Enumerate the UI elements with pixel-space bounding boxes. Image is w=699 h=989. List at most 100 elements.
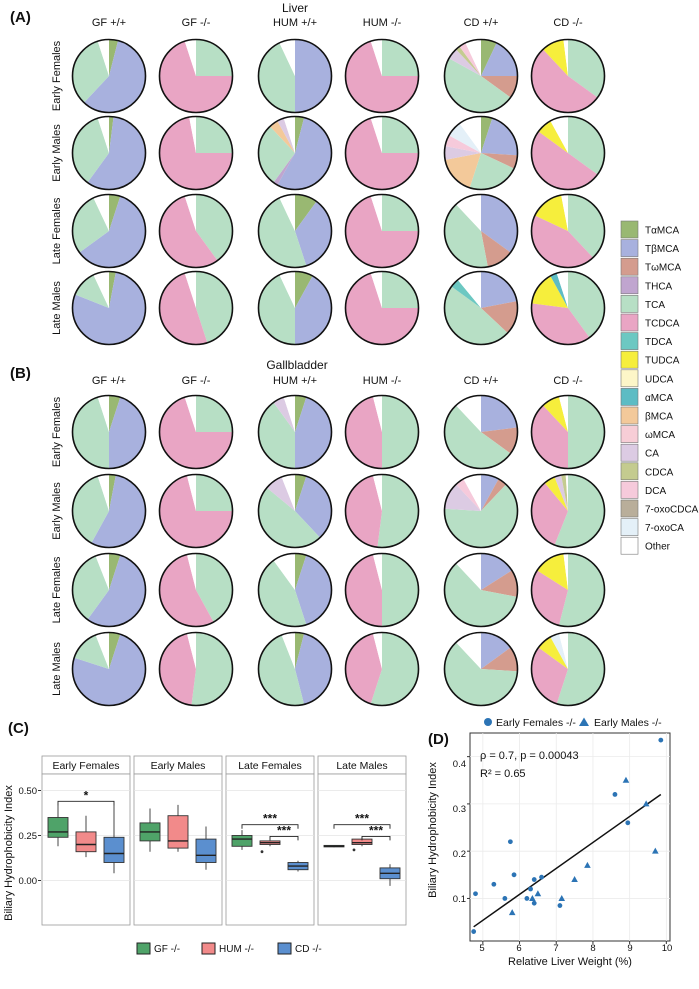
pie-slice <box>345 633 382 704</box>
pie-slice <box>93 194 109 231</box>
pie-outline <box>344 193 420 269</box>
pie-slice <box>556 271 568 308</box>
pie-slice <box>531 131 598 190</box>
scatter-point-triangle <box>529 894 536 901</box>
pie-slice <box>97 474 109 511</box>
row-label: Late Males <box>51 281 63 335</box>
legend-label: DCA <box>645 486 666 497</box>
pie-slice <box>568 271 605 338</box>
scatter-point-circle <box>531 877 537 882</box>
pie-slice <box>270 121 295 153</box>
pie-slice <box>184 271 196 308</box>
panel-a-tag: (A) <box>10 9 31 26</box>
pie-slice <box>93 271 109 308</box>
liver-pie-grid <box>71 38 606 346</box>
pie-slice <box>196 553 233 622</box>
pie-slice <box>481 118 518 156</box>
pie-outline <box>71 394 147 470</box>
panel-a-title: Liver <box>282 1 308 15</box>
pie-slice <box>159 196 218 268</box>
pie-slice <box>563 39 568 76</box>
pie-slice <box>481 395 518 432</box>
pie-slice <box>481 42 518 76</box>
pie-slice <box>196 116 233 153</box>
pie-outline <box>443 394 519 470</box>
row-label: Late Males <box>51 642 63 696</box>
pie-outline <box>443 193 519 269</box>
pie-slice <box>481 632 511 669</box>
pie-slice <box>481 479 506 511</box>
pie-slice <box>465 39 481 76</box>
legend-swatch <box>620 406 639 425</box>
pie-slice <box>159 273 208 345</box>
y-tick-label: 0.3 <box>453 804 466 815</box>
pie-slice <box>481 271 517 308</box>
pie-slice <box>189 116 196 153</box>
pie-slice <box>444 484 518 548</box>
facet-panel <box>225 773 315 926</box>
group-label: HUM +/+ <box>273 375 317 387</box>
pie-outline <box>158 394 234 470</box>
x-tick-label: 9 <box>627 943 632 954</box>
pie-slice <box>481 116 493 153</box>
group-label: CD +/+ <box>464 375 499 387</box>
pie-outline <box>344 115 420 191</box>
pie-slice <box>266 477 295 511</box>
legend-label: TUDCA <box>645 356 680 367</box>
pie-slice <box>196 39 233 76</box>
pie-outline <box>344 552 420 628</box>
panel-c-legend: GF -/- HUM -/- CD -/- <box>136 942 322 955</box>
box <box>47 817 69 838</box>
panel-b-group-labels: GF +/+ GF -/- HUM +/+ HUM -/- CD +/+ CD … <box>92 375 583 387</box>
legend-swatch <box>620 425 639 443</box>
legend-label: TCA <box>645 300 665 311</box>
legend-swatch <box>620 350 639 369</box>
pie-outline <box>443 115 519 191</box>
legend-swatch <box>620 295 639 313</box>
pie-outline <box>158 270 234 346</box>
pie-slice <box>481 427 518 454</box>
pie-outline <box>257 270 333 346</box>
panel-d-tag: (D) <box>428 731 449 748</box>
pie-outline <box>257 115 333 191</box>
pie-slice <box>159 475 233 548</box>
group-label: CD -/- <box>553 375 583 387</box>
pie-slice <box>481 301 518 333</box>
pie-slice <box>295 474 307 511</box>
pie-slice <box>72 41 109 103</box>
pie-slice <box>277 117 332 190</box>
legend-swatch-cd <box>277 942 292 955</box>
scatter-point-triangle <box>584 861 591 868</box>
pie-slice <box>72 118 109 183</box>
legend-swatch <box>620 257 639 276</box>
y-tick-label: 0.2 <box>453 849 466 860</box>
pie-outline <box>71 473 147 549</box>
legend-swatch <box>620 443 639 462</box>
pie-outline <box>530 38 606 114</box>
pie-slice <box>295 553 307 590</box>
pie-slice <box>84 40 146 113</box>
pie-slice <box>568 116 605 175</box>
panel-c-y-ticks: 0.50 0.25 0.00 <box>19 786 41 887</box>
pie-slice <box>79 196 146 268</box>
pie-slice <box>295 395 307 432</box>
pie-outline <box>443 473 519 549</box>
pie-slice <box>295 632 305 669</box>
significance-bracket <box>57 800 115 806</box>
pie-slice <box>72 272 146 345</box>
significance-label: *** <box>277 823 291 837</box>
legend-swatch-hum <box>201 942 216 955</box>
pie-outline <box>530 270 606 346</box>
pie-slice <box>184 194 196 231</box>
pie-slice <box>558 553 605 627</box>
row-label: Early Females <box>51 396 63 467</box>
pie-slice <box>543 39 568 76</box>
pie-slice <box>279 194 295 231</box>
pie-slice <box>550 116 568 153</box>
pie-slice <box>196 271 233 343</box>
pie-slice <box>563 553 568 590</box>
pie-slice <box>109 553 121 590</box>
pie-slice <box>538 637 568 669</box>
legend-swatch <box>620 518 639 536</box>
